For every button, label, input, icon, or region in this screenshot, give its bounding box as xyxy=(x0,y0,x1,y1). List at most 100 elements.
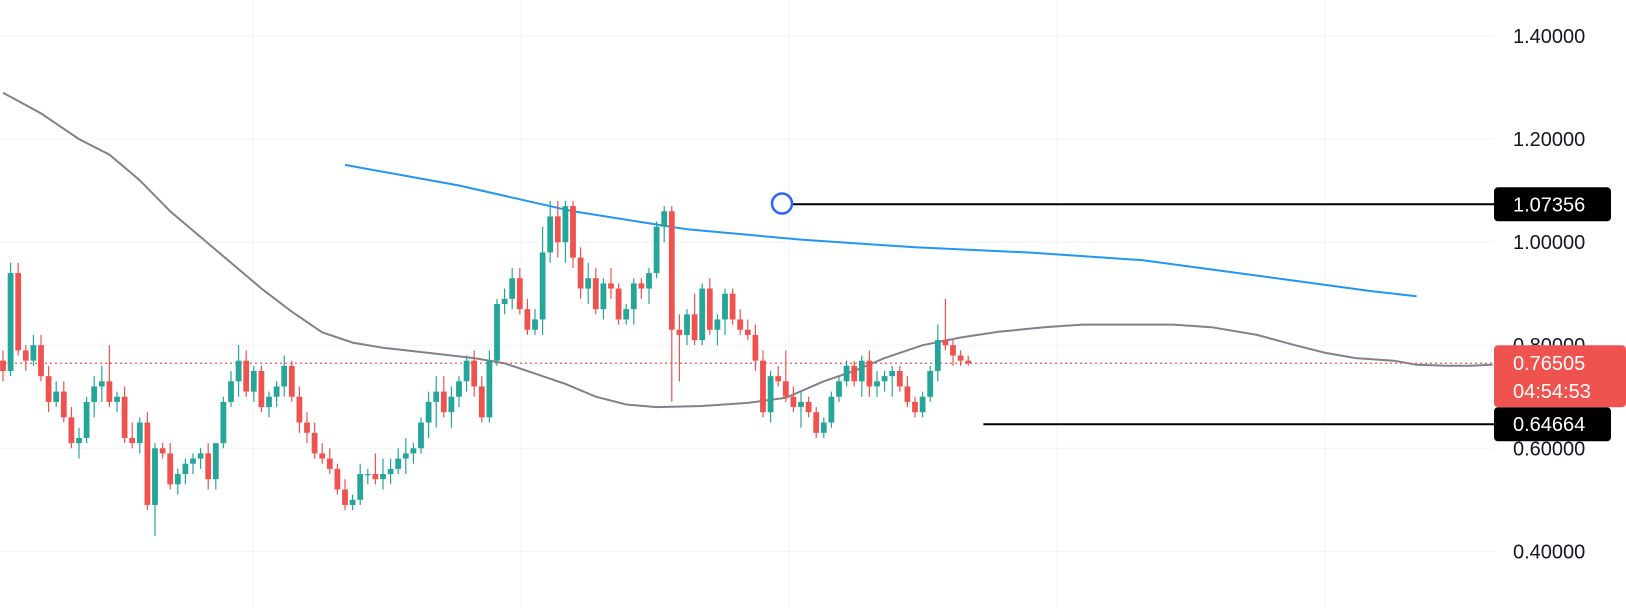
candle xyxy=(167,443,174,490)
candle-body xyxy=(212,443,219,480)
candle xyxy=(456,376,462,408)
horizontal-levels[interactable] xyxy=(785,203,1494,426)
candle-body xyxy=(767,376,774,413)
candle-body xyxy=(927,370,934,397)
candle-body xyxy=(691,314,698,341)
candle-body xyxy=(266,396,272,408)
candle-body xyxy=(486,360,493,418)
candle-body xyxy=(554,216,561,243)
anchor-point-icon[interactable] xyxy=(770,192,794,215)
candle xyxy=(737,309,744,335)
candle-body xyxy=(942,340,949,346)
candle-body xyxy=(463,360,470,382)
candle-body xyxy=(539,252,546,320)
candle xyxy=(965,355,972,366)
candle xyxy=(98,365,105,402)
candle-body xyxy=(547,216,554,253)
candle xyxy=(927,365,934,402)
candle xyxy=(220,396,227,449)
candle xyxy=(0,350,6,382)
candle-body xyxy=(813,412,820,433)
last-price-badge xyxy=(1494,345,1626,408)
candle xyxy=(380,458,386,490)
candle xyxy=(38,334,44,382)
candle-body xyxy=(577,257,584,289)
candle xyxy=(866,350,873,397)
candle xyxy=(433,376,440,428)
price-tick-label: 1.20000 xyxy=(1513,129,1585,151)
candle-body xyxy=(0,360,6,371)
candle xyxy=(820,417,827,438)
candle-body xyxy=(630,283,637,310)
candle-body xyxy=(129,437,136,444)
candle-body xyxy=(934,340,941,371)
candle-body xyxy=(114,396,120,402)
level-price-label: 0.64664 xyxy=(1513,414,1585,436)
candle-body xyxy=(418,422,424,449)
candle-body xyxy=(957,355,964,361)
candle xyxy=(349,494,356,511)
candle xyxy=(790,386,797,413)
candle xyxy=(288,360,295,402)
level-price-badge xyxy=(1494,187,1611,222)
candle-body xyxy=(15,273,22,351)
candle xyxy=(767,370,774,423)
candle-body xyxy=(615,288,622,320)
candle-body xyxy=(205,453,212,480)
candle xyxy=(121,386,128,444)
moving-averages xyxy=(2,91,1493,409)
candle xyxy=(570,200,576,268)
moving-average-line xyxy=(344,163,1417,298)
candle xyxy=(729,288,736,325)
price-axis[interactable]: 0.400000.600000.800001.000001.200001.400… xyxy=(1494,0,1626,608)
candle xyxy=(463,355,470,392)
candle xyxy=(653,221,660,279)
candle xyxy=(387,458,394,485)
bar-countdown-label: 04:54:53 xyxy=(1513,381,1591,403)
candle xyxy=(646,267,652,304)
candle-body xyxy=(372,474,379,480)
drawing-anchor[interactable] xyxy=(770,192,794,215)
candle xyxy=(539,226,546,335)
candle-body xyxy=(752,334,759,361)
candle-body xyxy=(866,360,873,387)
candle-body xyxy=(182,463,189,475)
candle xyxy=(212,443,219,490)
candle-body xyxy=(699,288,706,341)
candles xyxy=(0,200,972,536)
price-tick-label: 0.60000 xyxy=(1513,438,1585,460)
candle xyxy=(273,381,280,408)
candle-body xyxy=(174,474,181,485)
candle-body xyxy=(737,319,744,330)
candle xyxy=(76,427,82,459)
candle-body xyxy=(950,345,956,356)
candle xyxy=(22,345,29,371)
candle-body xyxy=(342,489,348,505)
last-price-label: 0.76505 xyxy=(1513,353,1585,375)
candle-body xyxy=(524,309,531,330)
candle-body xyxy=(790,396,797,408)
candle-body xyxy=(646,273,652,289)
candle-body xyxy=(395,458,402,469)
candle-body xyxy=(820,422,827,433)
level-price-label: 1.07356 xyxy=(1513,194,1585,216)
candle xyxy=(364,468,371,485)
candle-body xyxy=(836,381,842,397)
candle xyxy=(418,417,424,454)
candle xyxy=(874,370,880,397)
candle xyxy=(881,370,888,392)
candle xyxy=(752,324,759,371)
candle xyxy=(53,381,60,408)
candle xyxy=(326,448,333,475)
candle xyxy=(600,278,607,320)
candle xyxy=(722,288,728,335)
candle-body xyxy=(152,448,158,505)
candle-body xyxy=(288,365,295,397)
candle-body xyxy=(729,293,736,320)
candle xyxy=(174,468,181,495)
candle-body xyxy=(402,453,409,459)
candle xyxy=(266,391,272,418)
candle-body xyxy=(220,401,227,444)
